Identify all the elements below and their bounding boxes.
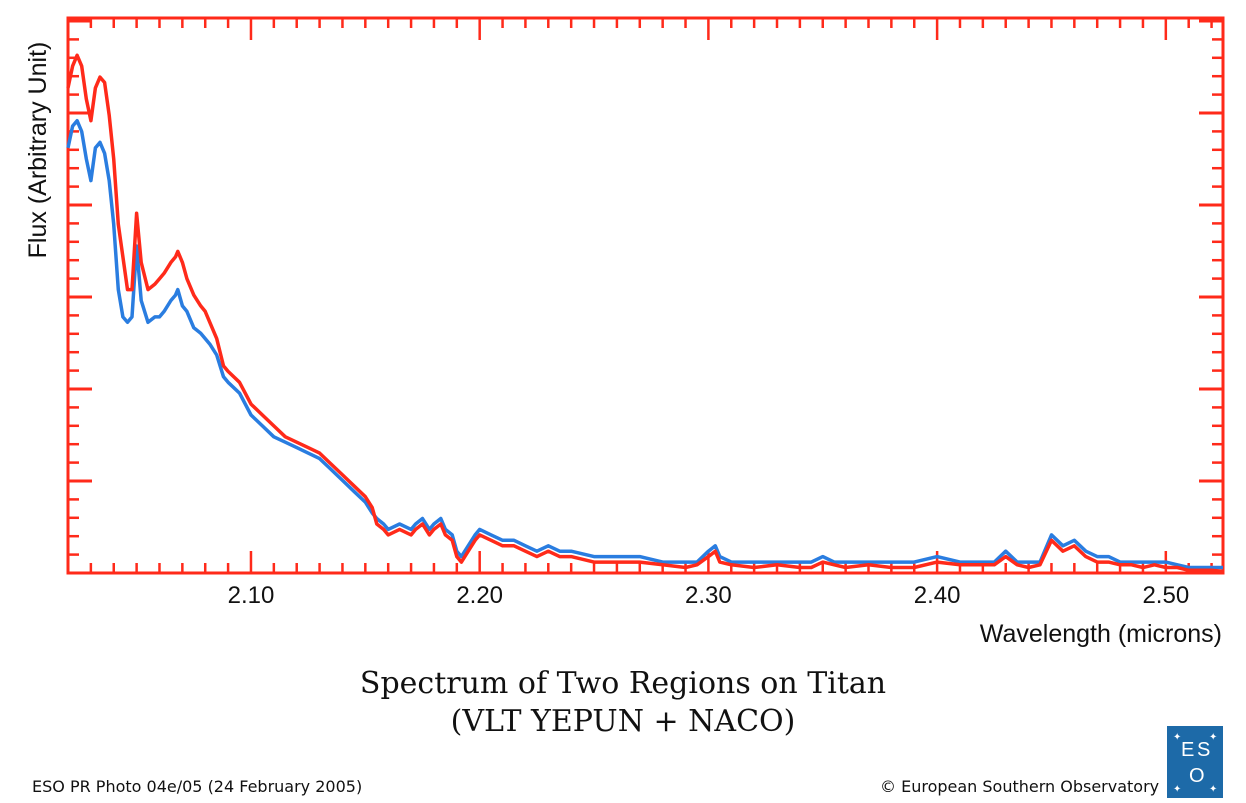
plot-frame	[66, 16, 1225, 575]
chart-subtitle: (VLT YEPUN + NACO)	[450, 704, 796, 739]
logo-star-icon: ✦	[1173, 784, 1181, 795]
x-tick-label: 2.10	[228, 582, 275, 609]
series-layer	[66, 53, 1224, 574]
logo-letter-o: O	[1189, 765, 1205, 787]
x-axis-label: Wavelength (microns)	[980, 620, 1222, 648]
copyright: © European Southern Observatory	[880, 777, 1160, 796]
x-tick-labels: 2.10 2.20 2.30 2.40 2.50	[228, 582, 1190, 609]
x-tick-label: 2.20	[456, 582, 503, 609]
chart-title: Spectrum of Two Regions on Titan	[359, 666, 887, 701]
series-line-blue	[66, 118, 1223, 570]
spectrum-chart: 2.10 2.20 2.30 2.40 2.50 Wavelength (microns…	[24, 16, 1225, 648]
logo-star-icon: ✦	[1209, 784, 1217, 795]
logo-letter-s: S	[1197, 739, 1210, 761]
logo-star-icon: ✦	[1209, 732, 1217, 743]
x-tick-label: 2.30	[685, 582, 732, 609]
x-tick-label: 2.50	[1142, 582, 1189, 609]
logo-letter-e: E	[1181, 739, 1194, 761]
x-tick-label: 2.40	[914, 582, 961, 609]
photo-credit: ESO PR Photo 04e/05 (24 February 2005)	[32, 777, 363, 796]
eso-logo: E S O ✦ ✦ ✦ ✦	[1167, 726, 1223, 798]
series-line-red	[66, 53, 1224, 574]
eso-logo-mark: E S O ✦ ✦ ✦ ✦	[1173, 732, 1217, 795]
y-axis-label: Flux (Arbitrary Unit)	[24, 42, 52, 259]
logo-star-icon: ✦	[1173, 732, 1181, 743]
axis-ticks	[66, 18, 1223, 575]
